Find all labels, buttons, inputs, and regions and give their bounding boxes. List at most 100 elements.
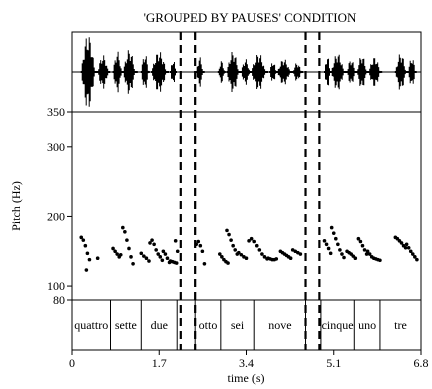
pitch-point bbox=[364, 252, 369, 256]
pitch-point bbox=[244, 256, 249, 261]
pitch-point bbox=[127, 246, 131, 251]
pitch-point bbox=[322, 239, 327, 243]
waveform-signal bbox=[80, 37, 417, 107]
pitch-point bbox=[406, 245, 411, 250]
pitch-point bbox=[196, 239, 201, 244]
pitch-point bbox=[125, 238, 129, 242]
x-axis-label: time (s) bbox=[228, 371, 265, 385]
word-label: sei bbox=[231, 318, 245, 332]
word-label: quattro bbox=[74, 318, 108, 332]
y-tick-label: 350 bbox=[47, 105, 65, 119]
pitch-point bbox=[123, 229, 127, 234]
pitch-point bbox=[83, 243, 88, 248]
pitch-point bbox=[249, 236, 254, 241]
pitch-point bbox=[231, 243, 235, 248]
pitch-point bbox=[326, 246, 331, 251]
y-tick-label: 80 bbox=[53, 293, 65, 307]
pitch-point bbox=[161, 249, 166, 254]
pitch-point bbox=[413, 255, 417, 259]
pitch-point bbox=[156, 252, 161, 256]
pitch-point bbox=[85, 251, 90, 256]
pitch-track bbox=[79, 225, 419, 272]
word-tier-words: quattro sette due otto sei nove cinque uno tre bbox=[74, 300, 407, 350]
word-label: nove bbox=[268, 318, 291, 332]
pitch-point bbox=[331, 231, 336, 235]
pitch-point bbox=[358, 239, 363, 244]
waveform bbox=[72, 37, 421, 107]
pitch-point bbox=[163, 252, 168, 256]
pitch-point bbox=[353, 256, 358, 261]
pitch-point bbox=[252, 239, 256, 244]
pitch-point bbox=[338, 248, 342, 252]
pitch-point bbox=[200, 249, 205, 254]
pitch-point bbox=[408, 249, 413, 254]
pitch-point bbox=[87, 257, 92, 262]
pitch-point bbox=[254, 243, 259, 248]
x-axis: 0 1.7 3.4 5.1 6.8 bbox=[69, 350, 429, 370]
pitch-point bbox=[298, 252, 303, 256]
pitch-point bbox=[113, 249, 117, 254]
pitch-point bbox=[367, 252, 372, 256]
pitch-point bbox=[324, 242, 329, 247]
pitch-point bbox=[342, 255, 346, 260]
pitch-point bbox=[121, 225, 125, 230]
pitch-point bbox=[226, 261, 230, 265]
pitch-point bbox=[356, 236, 361, 241]
pitch-point bbox=[288, 256, 293, 261]
pitch-point bbox=[415, 257, 419, 262]
pitch-point bbox=[152, 242, 156, 247]
pitch-point bbox=[403, 245, 408, 250]
pitch-point bbox=[247, 239, 251, 243]
pitch-point bbox=[229, 238, 233, 242]
pitch-panel bbox=[71, 111, 422, 301]
pitch-point bbox=[158, 255, 163, 259]
pitch-point bbox=[336, 242, 340, 247]
pitch-point bbox=[239, 252, 244, 257]
pitch-point bbox=[257, 248, 262, 252]
x-tick-label: 1.7 bbox=[152, 356, 167, 370]
pitch-point bbox=[410, 252, 415, 256]
word-label: otto bbox=[199, 318, 218, 332]
y-axis-label: Pitch (Hz) bbox=[9, 181, 23, 231]
pitch-point bbox=[115, 252, 119, 256]
y-tick-label: 100 bbox=[47, 279, 65, 293]
pitch-point bbox=[144, 256, 149, 261]
pitch-point bbox=[79, 235, 84, 240]
pitch-point bbox=[220, 255, 224, 259]
pitch-point bbox=[154, 248, 158, 252]
x-tick-label: 3.4 bbox=[239, 356, 254, 370]
pitch-point bbox=[142, 254, 146, 258]
pitch-point bbox=[365, 249, 370, 254]
pitch-point bbox=[233, 248, 238, 252]
word-label: cinque bbox=[322, 318, 354, 332]
pitch-point bbox=[329, 225, 334, 230]
pitch-point bbox=[404, 242, 409, 247]
y-tick-label: 200 bbox=[47, 209, 65, 223]
pitch-point bbox=[202, 261, 207, 266]
pitch-point bbox=[81, 238, 86, 242]
pitch-point bbox=[360, 243, 365, 248]
pitch-point bbox=[173, 239, 178, 243]
pitch-point bbox=[399, 241, 404, 245]
pitch-point bbox=[262, 255, 267, 259]
pitch-point bbox=[129, 255, 133, 259]
x-tick-label: 5.1 bbox=[326, 356, 341, 370]
pitch-point bbox=[225, 228, 229, 233]
pitch-point bbox=[118, 252, 123, 257]
pitch-point bbox=[340, 252, 344, 256]
pitch-point bbox=[218, 252, 222, 256]
word-label: sette bbox=[115, 318, 137, 332]
pitch-point bbox=[237, 250, 241, 255]
pitch-point bbox=[111, 246, 115, 251]
pitch-point bbox=[160, 258, 165, 263]
pitch-point bbox=[334, 236, 338, 241]
word-label: tre bbox=[394, 318, 407, 332]
pitch-point bbox=[95, 256, 100, 261]
pitch-point bbox=[378, 258, 382, 263]
pitch-point bbox=[148, 241, 152, 245]
pitch-point bbox=[139, 251, 144, 256]
pitch-point bbox=[165, 256, 170, 261]
pitch-point bbox=[227, 232, 231, 237]
